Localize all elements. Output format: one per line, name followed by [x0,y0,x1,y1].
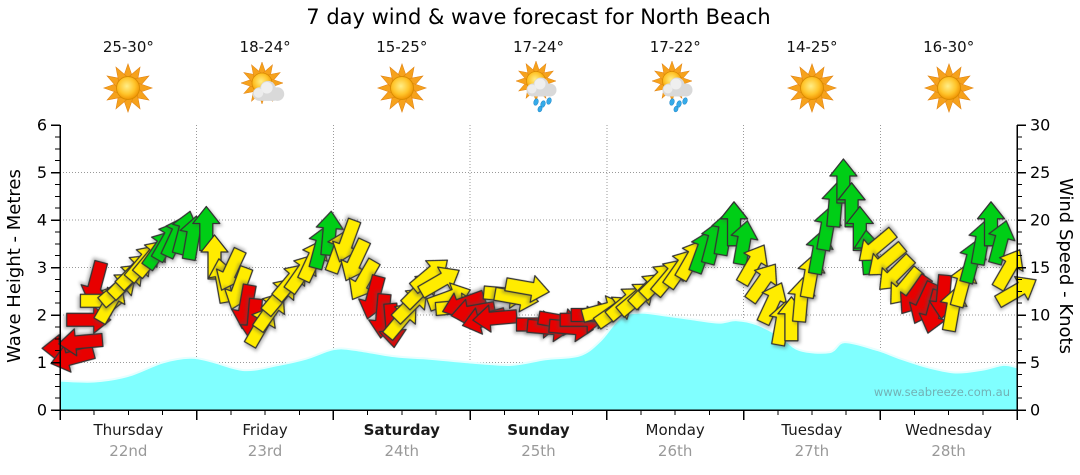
day-temperature: 25-30° [102,38,154,56]
watermark: www.seabreeze.com.au [873,385,1010,399]
wind-arrows [41,158,1037,373]
day-date: 24th [384,442,419,460]
chart-title: 7 day wind & wave forecast for North Bea… [306,5,771,29]
day-temperature: 17-24° [512,38,565,56]
right-axis-tick-label: 25 [1030,163,1050,182]
left-axis-tick-label: 5 [37,163,47,182]
right-axis-tick-label: 0 [1030,401,1040,420]
wind-arrow [730,220,759,266]
left-axis-title: Wave Height - Metres [4,169,25,363]
day-date: 27th [794,442,830,460]
right-axis-tick-label: 5 [1030,353,1040,372]
wind-arrow [994,275,1037,309]
right-axis-tick-label: 15 [1030,258,1050,277]
right-axis-title: Wind Speed - Knots [1055,178,1076,354]
left-axis-tick-label: 6 [37,116,47,135]
day-temperature: 17-22° [649,38,701,56]
day-temperature: 14-25° [786,38,838,56]
day-name: Sunday [507,421,570,439]
wind-arrow [837,182,866,228]
day-name: Tuesday [781,421,843,439]
day-date: 28th [931,442,966,460]
wind-arrow [735,244,768,288]
wind-arrow [472,304,518,333]
left-axis-tick-label: 2 [37,306,47,325]
wind-arrow [504,275,550,303]
day-name: Thursday [93,421,164,439]
wind-arrow [315,210,344,257]
left-axis-tick-label: 3 [37,258,47,277]
wind-arrow [976,201,1006,247]
day-date: 25th [521,442,556,460]
wind-arrow [991,249,1024,292]
wind-arrow [987,220,1016,266]
wind-arrow [57,328,104,357]
left-axis-tick-label: 1 [37,353,47,372]
day-name: Monday [645,421,705,439]
right-axis-tick-label: 30 [1030,116,1050,135]
wave-height-line [59,311,1018,383]
wind-arrow [829,158,858,204]
right-axis-tick-label: 20 [1030,211,1050,230]
axes: 0 1 2 3 4 5 6 0 5 10 15 20 25 30 [37,116,1050,420]
day-name: Saturday [363,421,440,439]
day-date: 23rd [247,442,283,460]
temperature-row: 25-30° 18-24° 15-25° 17-24° 17-22° 14-25… [60,38,1017,56]
day-temperature: 18-24° [239,38,291,56]
wind-arrow [845,205,874,252]
day-temperature: 16-30° [923,38,975,56]
day-name: Friday [242,421,288,439]
day-name: Wednesday [905,421,992,439]
left-axis-tick-label: 4 [37,211,47,230]
day-date: 22nd [109,442,148,460]
right-axis-tick-label: 10 [1030,306,1050,325]
wind-arrow [719,201,749,247]
day-date: 26th [657,442,693,460]
left-axis-tick-label: 0 [37,401,47,420]
wind-arrow [200,234,229,280]
x-axis-day-labels: Thursday 22nd Friday 23rd Saturday 24th Sun… [60,420,1017,462]
day-temperature: 15-25° [376,38,428,56]
